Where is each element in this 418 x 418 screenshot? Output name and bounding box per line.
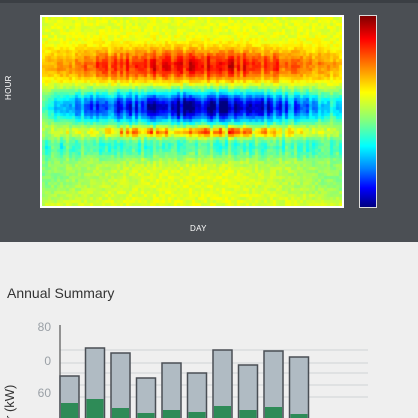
bar[interactable] [212,349,233,418]
bar-segment[interactable] [86,399,104,418]
summary-title: Annual Summary [7,285,115,301]
bar-segment[interactable] [137,413,155,418]
bar[interactable] [288,356,310,418]
bar-segment[interactable] [112,408,129,418]
heatmap-cells [42,17,342,206]
x-axis-label: DAY [190,224,207,233]
y-axis-label: HOUR [4,75,13,100]
bar[interactable] [110,352,131,418]
y-axis-title: r (kW) [2,385,17,418]
y-tick-label: 60 [38,386,52,400]
bar-segment[interactable] [188,412,206,418]
bar-segment[interactable] [61,403,78,418]
bar-segment[interactable] [265,407,282,418]
bar[interactable] [135,377,157,418]
bar-segment[interactable] [214,406,231,418]
y-tick-label: 80 [38,320,52,334]
bar-segment[interactable] [290,414,308,418]
heatmap-colorbar [359,15,377,208]
bar-segment[interactable] [239,410,257,418]
bar[interactable] [237,364,259,418]
bar[interactable] [263,350,284,418]
bar-segment[interactable] [163,410,180,418]
annual-summary-chart: 80 0 60 r (kW) [2,320,368,418]
bar[interactable] [186,372,208,418]
panel-divider [0,0,418,3]
y-tick-label: 0 [44,354,51,368]
bar[interactable] [161,362,182,418]
heatmap-panel: HOUR DAY [0,0,418,242]
heatmap-plot-area[interactable] [40,15,344,208]
